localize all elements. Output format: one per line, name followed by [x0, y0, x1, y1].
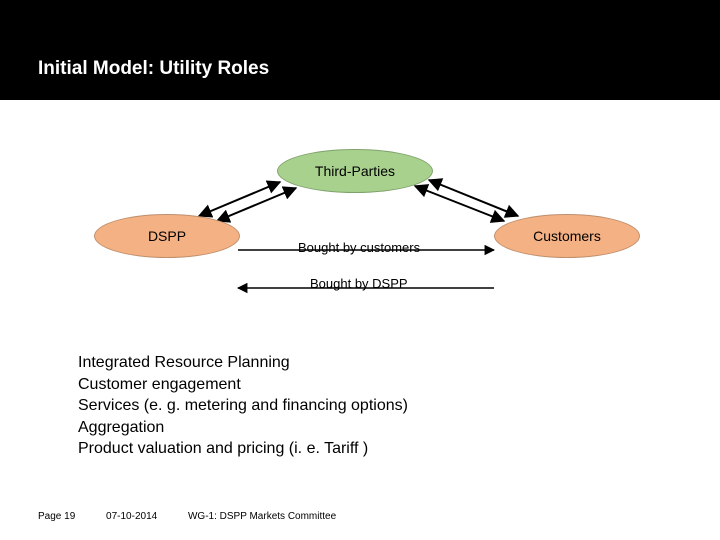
node-label: Third-Parties [315, 163, 395, 179]
bullet-item: Integrated Resource Planning [78, 352, 408, 374]
footer-page: Page 19 [38, 511, 75, 522]
node-dspp: DSPP [94, 214, 240, 258]
bullet-item: Product valuation and pricing (i. e. Tar… [78, 438, 408, 460]
header-bar [0, 0, 720, 100]
node-third-parties: Third-Parties [277, 149, 433, 193]
slide-title: Initial Model: Utility Roles [38, 58, 269, 80]
footer: Page 19 07-10-2014 WG-1: DSPP Markets Co… [38, 511, 364, 522]
node-label: DSPP [148, 228, 186, 244]
bullet-list: Integrated Resource Planning Customer en… [78, 352, 408, 460]
footer-date: 07-10-2014 [106, 511, 157, 522]
node-customers: Customers [494, 214, 640, 258]
bullet-item: Services (e. g. metering and financing o… [78, 395, 408, 417]
edge-label-bought-by-dspp: Bought by DSPP [310, 276, 408, 291]
bullet-item: Aggregation [78, 417, 408, 439]
node-label: Customers [533, 228, 601, 244]
footer-committee: WG-1: DSPP Markets Committee [188, 511, 336, 522]
slide: Initial Model: Utility Roles Third-Parti… [0, 0, 720, 540]
diagram-area: Third-Parties DSPP Customers Bought by c… [0, 100, 720, 320]
edge-label-bought-by-customers: Bought by customers [298, 240, 420, 255]
bullet-item: Customer engagement [78, 374, 408, 396]
